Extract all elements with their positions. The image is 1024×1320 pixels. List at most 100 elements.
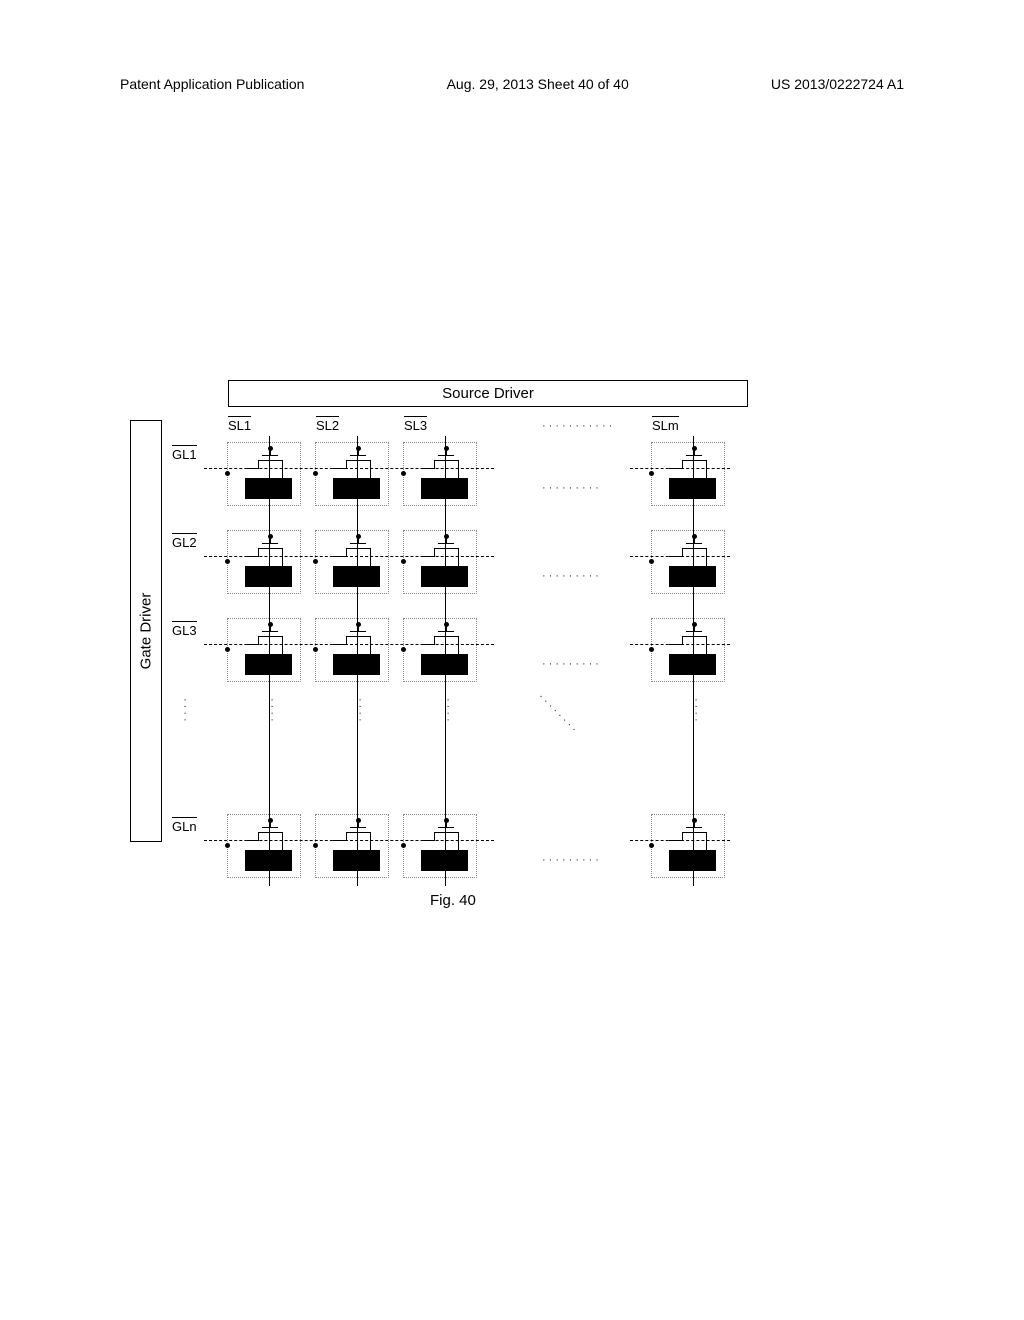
pixel-cell (227, 442, 301, 506)
transistor-right-v (282, 644, 283, 654)
node-dot (649, 843, 654, 848)
header-left: Patent Application Publication (120, 76, 304, 92)
node-dot (313, 559, 318, 564)
transistor-left (682, 460, 683, 468)
transistor-right (282, 548, 283, 556)
transistor-right (370, 636, 371, 644)
pixel-cell (315, 814, 389, 878)
ellipsis-vertical: ···· (354, 698, 366, 725)
transistor-right-v (458, 468, 459, 478)
pixel-cell (651, 814, 725, 878)
transistor-body (682, 636, 706, 637)
transistor-left (258, 832, 259, 840)
transistor-gate (262, 827, 278, 828)
transistor-gate (262, 631, 278, 632)
source-driver-box: Source Driver (228, 380, 748, 407)
node-dot (401, 559, 406, 564)
node-dot (649, 471, 654, 476)
transistor-gate (438, 827, 454, 828)
transistor-right (458, 548, 459, 556)
node-dot (444, 534, 449, 539)
row-label: GL3 (172, 621, 197, 638)
transistor-body (258, 636, 282, 637)
transistor-right-v (706, 644, 707, 654)
transistor-left (434, 460, 435, 468)
transistor-right (282, 636, 283, 644)
transistor-body (346, 832, 370, 833)
transistor-gate (438, 543, 454, 544)
transistor-left (434, 832, 435, 840)
transistor-left-h (245, 840, 259, 841)
node-dot (692, 534, 697, 539)
black-rect (333, 654, 380, 675)
black-rect (245, 566, 292, 587)
ellipsis-horizontal: ········· (542, 658, 602, 670)
node-dot (401, 843, 406, 848)
transistor-right (706, 460, 707, 468)
node-dot (444, 622, 449, 627)
pixel-cell (403, 618, 477, 682)
pixel-cell (227, 814, 301, 878)
transistor-left-h (245, 468, 259, 469)
black-rect (245, 478, 292, 499)
pixel-cell (403, 442, 477, 506)
transistor-left-h (421, 644, 435, 645)
transistor-left (346, 636, 347, 644)
transistor-left-h (333, 468, 347, 469)
black-rect (421, 478, 468, 499)
patent-header: Patent Application Publication Aug. 29, … (0, 76, 1024, 92)
transistor-body (258, 832, 282, 833)
transistor-body (434, 548, 458, 549)
node-dot (313, 471, 318, 476)
transistor-right-v (458, 556, 459, 566)
transistor-right (458, 460, 459, 468)
transistor-body (434, 832, 458, 833)
node-dot (692, 818, 697, 823)
transistor-right (706, 548, 707, 556)
node-dot (268, 622, 273, 627)
pixel-cell (403, 530, 477, 594)
column-label: SL1 (228, 416, 251, 433)
transistor-right-v (282, 556, 283, 566)
gate-driver-box: Gate Driver (130, 420, 162, 842)
transistor-body (682, 832, 706, 833)
pixel-cell (315, 618, 389, 682)
pixel-cell (227, 530, 301, 594)
node-dot (313, 647, 318, 652)
transistor-right-v (370, 468, 371, 478)
source-driver-label: Source Driver (442, 385, 534, 402)
node-dot (692, 622, 697, 627)
row-label: GL1 (172, 445, 197, 462)
black-rect (421, 850, 468, 871)
ellipsis-vertical: ···· (442, 698, 454, 725)
transistor-left-h (669, 468, 683, 469)
transistor-body (682, 548, 706, 549)
transistor-left-h (421, 556, 435, 557)
transistor-left (258, 460, 259, 468)
gate-driver-label: Gate Driver (138, 593, 155, 670)
transistor-body (346, 636, 370, 637)
transistor-left-h (669, 644, 683, 645)
transistor-right-v (370, 840, 371, 850)
header-center: Aug. 29, 2013 Sheet 40 of 40 (447, 76, 629, 92)
node-dot (356, 622, 361, 627)
ellipsis-horizontal: ··········· (542, 420, 615, 432)
transistor-right-v (706, 556, 707, 566)
transistor-right (282, 832, 283, 840)
node-dot (356, 534, 361, 539)
transistor-gate (686, 631, 702, 632)
pixel-cell (315, 442, 389, 506)
pixel-cell (651, 618, 725, 682)
transistor-right (458, 832, 459, 840)
transistor-right-v (370, 556, 371, 566)
transistor-body (434, 636, 458, 637)
transistor-gate (262, 455, 278, 456)
transistor-left (258, 636, 259, 644)
node-dot (444, 446, 449, 451)
transistor-left (346, 832, 347, 840)
transistor-left (682, 636, 683, 644)
node-dot (225, 647, 230, 652)
transistor-body (258, 548, 282, 549)
transistor-body (346, 460, 370, 461)
node-dot (268, 446, 273, 451)
